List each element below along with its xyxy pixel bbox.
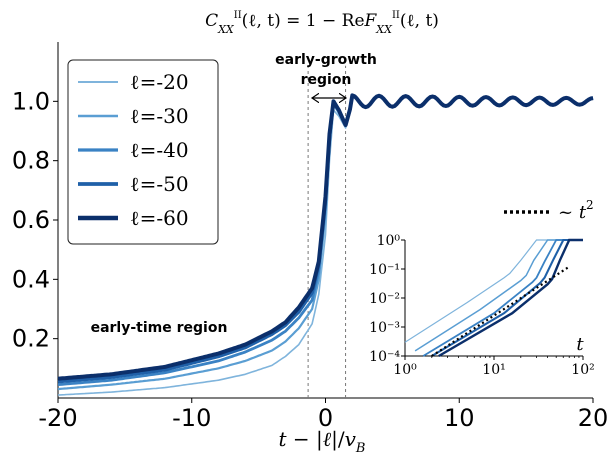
y-tick-label: 0.2: [12, 325, 50, 353]
inset-y-tick-label: 10⁻³: [369, 320, 400, 336]
inset-series-line-2: [414, 239, 583, 352]
y-tick-label: 0.8: [12, 147, 50, 175]
x-tick-label: -10: [172, 404, 211, 432]
inset-series-line-1: [404, 239, 583, 343]
x-tick-label: 0: [318, 404, 333, 432]
x-axis-label: t − |ℓ|/vB: [279, 427, 366, 456]
inset-series-line-5: [438, 238, 583, 358]
inset-y-tick-label: 10⁰: [377, 233, 401, 249]
inset-x-tick-label: 10¹: [482, 362, 505, 378]
y-tick-label: 0.4: [12, 265, 50, 293]
inset-y-tick-label: 10⁻¹: [369, 262, 400, 278]
series-line-5: [57, 93, 594, 381]
y-tick-label: 0.6: [12, 206, 50, 234]
annotation-early-growth: early-growth: [275, 52, 377, 68]
inset-legend: ~ t2: [504, 198, 594, 223]
x-tick-label: 10: [444, 404, 475, 432]
annotation-region: region: [301, 72, 352, 88]
legend-label: ℓ=-60: [130, 206, 189, 230]
legend-label: ℓ=-20: [130, 70, 189, 94]
inset-legend-label: ~ t2: [558, 198, 594, 223]
legend-label: ℓ=-40: [130, 138, 189, 162]
legend-box: [67, 59, 219, 245]
legend-label: ℓ=-50: [130, 172, 189, 196]
y-tick-label: 1.0: [12, 87, 50, 115]
x-tick-label: -20: [38, 404, 77, 432]
inset-y-tick-label: 10⁻²: [369, 291, 400, 307]
inset-y-tick-label: 10⁻⁴: [369, 349, 400, 365]
inset-reference-line: [431, 265, 570, 357]
legend-label: ℓ=-30: [130, 104, 189, 128]
inset-x-tick-label: 10²: [571, 362, 594, 378]
inset-x-tick-label: 10⁰: [393, 362, 417, 378]
legend: ℓ=-20 ℓ=-30 ℓ=-40 ℓ=-50 ℓ=-60: [67, 59, 219, 245]
inset-series-line-3: [422, 239, 583, 357]
chart-title: CXXII(ℓ, t) = 1 − ReFXXII(ℓ, t): [205, 10, 439, 36]
annotation-early-time: early-time region: [91, 320, 228, 336]
x-tick-label: 20: [578, 404, 609, 432]
main-plot: -20 -10 0 10 20 0.2 0.4 0.6 0.8 1.0: [12, 42, 608, 432]
inset-plot: 10⁰ 10¹ 10² 10⁰ 10⁻¹ 10⁻² 10⁻³ 10⁻⁴ t: [369, 233, 595, 378]
inset-x-axis-label: t: [576, 334, 584, 355]
inset-series-line-4: [431, 238, 583, 357]
